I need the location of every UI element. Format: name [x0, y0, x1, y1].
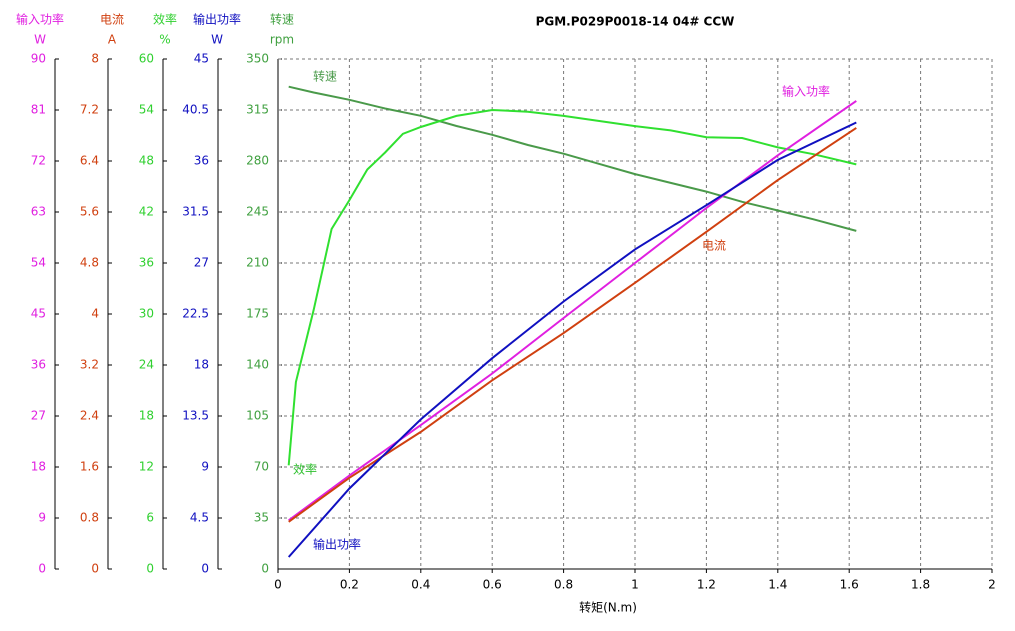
x-tick-label: 1.2 — [697, 578, 716, 592]
axis-unit: % — [159, 33, 170, 47]
y-tick-label: 13.5 — [182, 409, 209, 423]
series-label: 电流 — [702, 239, 726, 253]
y-tick-label: 27 — [194, 256, 209, 270]
y-tick-label: 36 — [139, 256, 154, 270]
y-tick-label: 3.2 — [80, 358, 99, 372]
y-tick-label: 36 — [31, 358, 46, 372]
y-tick-label: 35 — [254, 511, 269, 525]
y-tick-label: 105 — [246, 409, 269, 423]
y-tick-label: 54 — [31, 256, 46, 270]
x-tick-label: 1.8 — [911, 578, 930, 592]
axis-unit: W — [211, 33, 223, 47]
x-tick-label: 0.8 — [554, 578, 573, 592]
axis-unit: W — [34, 33, 46, 47]
y-tick-label: 6.4 — [80, 154, 99, 168]
axis-title: 输出功率 — [193, 12, 241, 27]
y-tick-label: 7.2 — [80, 103, 99, 117]
x-tick-label: 0.4 — [411, 578, 430, 592]
y-tick-label: 31.5 — [182, 205, 209, 219]
axis-unit: rpm — [270, 33, 294, 47]
y-tick-label: 12 — [139, 460, 154, 474]
y-tick-label: 45 — [194, 52, 209, 66]
y-tick-label: 60 — [139, 52, 154, 66]
y-tick-label: 18 — [31, 460, 46, 474]
chart-title: PGM.P029P0018-14 04# CCW — [536, 15, 735, 29]
y-tick-label: 315 — [246, 103, 269, 117]
series-label: 输出功率 — [313, 537, 361, 552]
axis-title: 输入功率 — [16, 12, 64, 27]
y-tick-label: 0 — [146, 562, 154, 576]
x-tick-label: 1.4 — [768, 578, 787, 592]
series-line — [287, 108, 857, 466]
x-axis-label: 转矩(N.m) — [579, 600, 637, 615]
y-tick-label: 1.6 — [80, 460, 99, 474]
series-line — [288, 127, 857, 523]
y-tick-label: 6 — [146, 511, 154, 525]
y-tick-label: 30 — [139, 307, 154, 321]
y-tick-label: 18 — [194, 358, 209, 372]
y-tick-label: 4.8 — [80, 256, 99, 270]
y-tick-label: 70 — [254, 460, 269, 474]
y-tick-label: 24 — [139, 358, 154, 372]
y-tick-label: 36 — [194, 154, 209, 168]
series-line — [287, 121, 857, 558]
x-tick-label: 0.2 — [340, 578, 359, 592]
y-tick-label: 48 — [139, 154, 154, 168]
y-tick-label: 22.5 — [182, 307, 209, 321]
y-tick-label: 4 — [91, 307, 99, 321]
y-tick-label: 5.6 — [80, 205, 99, 219]
y-tick-label: 72 — [31, 154, 46, 168]
series-label: 输入功率 — [782, 84, 830, 99]
y-tick-label: 0 — [38, 562, 46, 576]
y-tick-label: 81 — [31, 103, 46, 117]
y-tick-label: 42 — [139, 205, 154, 219]
x-tick-label: 0.6 — [483, 578, 502, 592]
y-tick-label: 27 — [31, 409, 46, 423]
y-tick-label: 9 — [201, 460, 209, 474]
y-tick-label: 63 — [31, 205, 46, 219]
y-tick-label: 140 — [246, 358, 269, 372]
axis-title: 电流 — [100, 13, 124, 27]
y-tick-label: 54 — [139, 103, 154, 117]
y-tick-label: 0 — [261, 562, 269, 576]
y-tick-label: 0 — [201, 562, 209, 576]
y-tick-label: 2.4 — [80, 409, 99, 423]
series-label: 转速 — [313, 69, 337, 84]
x-tick-label: 1 — [631, 578, 639, 592]
y-tick-label: 0 — [91, 562, 99, 576]
axis-title: 转速 — [270, 12, 294, 27]
series-line — [288, 85, 857, 232]
y-tick-label: 8 — [91, 52, 99, 66]
y-tick-label: 245 — [246, 205, 269, 219]
y-tick-label: 175 — [246, 307, 269, 321]
y-tick-label: 210 — [246, 256, 269, 270]
y-tick-label: 350 — [246, 52, 269, 66]
y-tick-label: 9 — [38, 511, 46, 525]
axis-title: 效率 — [153, 12, 177, 27]
y-tick-label: 4.5 — [190, 511, 209, 525]
y-tick-label: 45 — [31, 307, 46, 321]
series-line — [288, 100, 857, 522]
x-tick-label: 0 — [274, 578, 282, 592]
axis-unit: A — [108, 33, 117, 47]
x-tick-label: 2 — [988, 578, 996, 592]
y-tick-label: 90 — [31, 52, 46, 66]
y-tick-label: 280 — [246, 154, 269, 168]
x-tick-label: 1.6 — [840, 578, 859, 592]
y-tick-label: 0.8 — [80, 511, 99, 525]
y-tick-label: 40.5 — [182, 103, 209, 117]
y-tick-label: 18 — [139, 409, 154, 423]
series-label: 效率 — [293, 462, 317, 477]
